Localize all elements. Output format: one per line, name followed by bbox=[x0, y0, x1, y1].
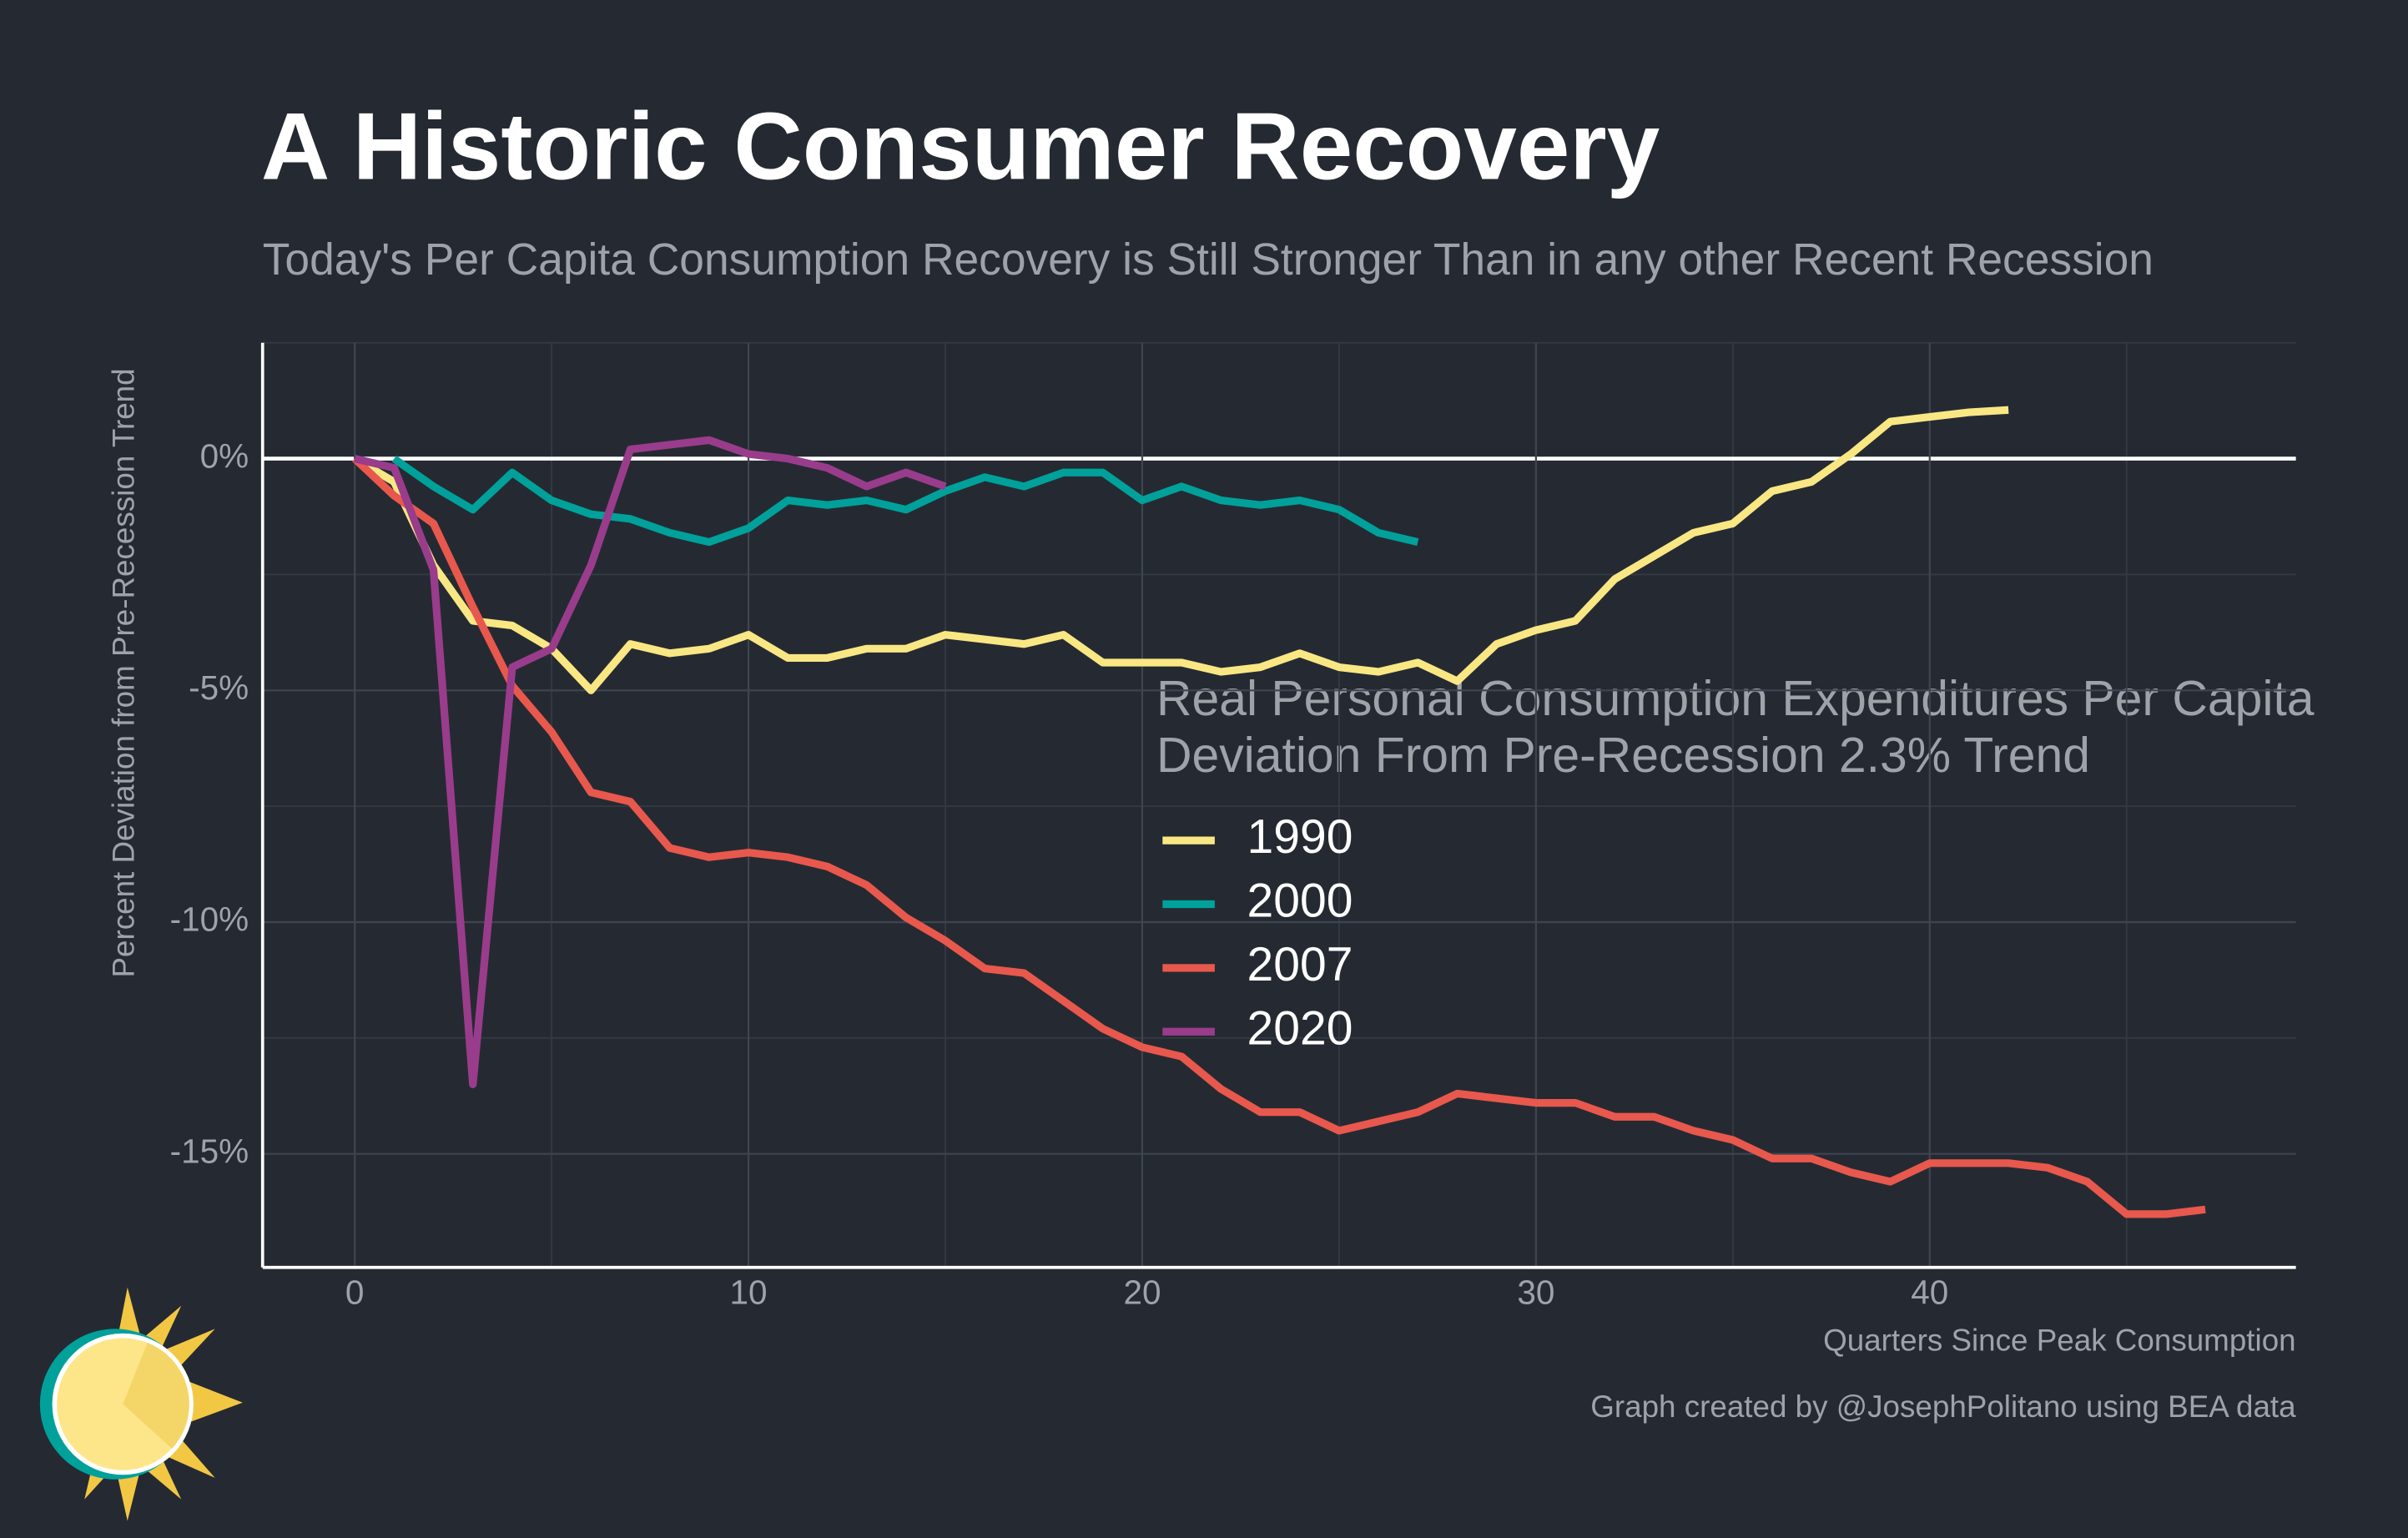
legend-label: 1990 bbox=[1247, 810, 1353, 864]
chart-subtitle: Today's Per Capita Consumption Recovery … bbox=[263, 235, 2154, 285]
logo bbox=[39, 1287, 243, 1521]
legend-title: Deviation From Pre-Recession 2.3% Trend bbox=[1156, 729, 2090, 783]
y-tick-label: 0% bbox=[200, 436, 249, 475]
y-tick-label: -10% bbox=[170, 900, 249, 939]
x-tick-label: 20 bbox=[1123, 1273, 1161, 1312]
x-axis-label: Quarters Since Peak Consumption bbox=[1823, 1324, 2296, 1358]
y-tick-label: -15% bbox=[170, 1132, 249, 1170]
series-line bbox=[352, 406, 2009, 694]
chart-title: A Historic Consumer Recovery bbox=[261, 93, 1660, 199]
plot: 0% -5% -10% -15% 0 10 20 30 40 1990 2000 2007 2020 bbox=[170, 341, 2296, 1312]
y-tick-label: -5% bbox=[189, 668, 249, 707]
y-axis-label: Percent Deviation from Pre-Recession Tre… bbox=[107, 368, 141, 977]
x-tick-label: 0 bbox=[345, 1273, 365, 1312]
legend-label: 2000 bbox=[1247, 875, 1353, 928]
series-line bbox=[354, 436, 947, 1088]
x-tick-label: 30 bbox=[1517, 1273, 1554, 1312]
series-line bbox=[352, 456, 2206, 1218]
x-tick-label: 40 bbox=[1911, 1273, 1948, 1312]
x-tick-label: 10 bbox=[730, 1273, 768, 1312]
legend-label: 2020 bbox=[1247, 1001, 1353, 1055]
caption: Graph created by @JosephPolitano using B… bbox=[1590, 1389, 2296, 1424]
legend-label: 2007 bbox=[1247, 938, 1353, 991]
legend-title: Real Personal Consumption Expenditures P… bbox=[1156, 672, 2315, 726]
series-line bbox=[391, 455, 1419, 547]
